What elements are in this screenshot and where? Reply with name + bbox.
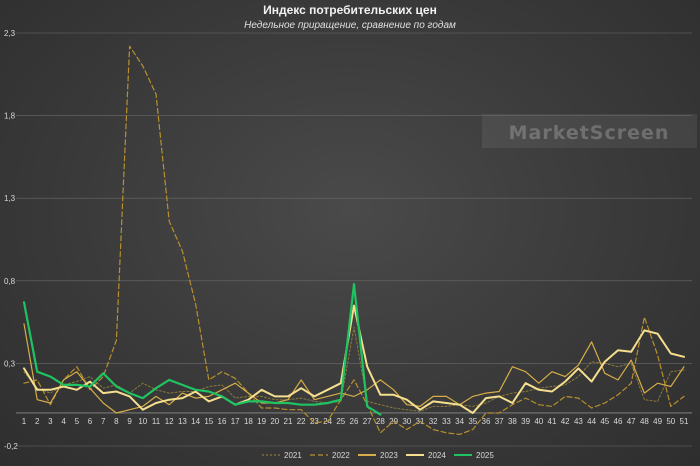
x-tick-label: 14 <box>191 417 200 426</box>
y-axis: -0,2 0,3 0,8 1,3 1,8 2,3 <box>4 29 18 451</box>
y-tick-label: 1,8 <box>4 112 16 121</box>
chart-subtitle: Недельное приращение, сравнение по годам <box>244 20 456 31</box>
x-tick-label: 22 <box>297 417 306 426</box>
y-tick-label: 0,3 <box>4 359 16 368</box>
x-tick-label: 13 <box>178 417 187 426</box>
series-line-2025 <box>22 283 382 416</box>
x-tick-label: 34 <box>455 417 464 426</box>
x-tick-label: 44 <box>587 417 596 426</box>
x-tick-label: 48 <box>640 417 649 426</box>
x-tick-label: 1 <box>22 417 27 426</box>
y-tick-label: 1,3 <box>4 194 16 203</box>
x-tick-label: 16 <box>218 417 227 426</box>
x-tick-label: 49 <box>653 417 662 426</box>
x-tick-label: 5 <box>75 417 80 426</box>
legend-label-2022: 2022 <box>332 451 350 460</box>
legend-label-2024: 2024 <box>428 451 446 460</box>
x-tick-label: 37 <box>495 417 504 426</box>
x-tick-label: 38 <box>508 417 517 426</box>
x-tick-label: 47 <box>627 417 636 426</box>
x-tick-label: 39 <box>521 417 530 426</box>
x-tick-label: 23 <box>310 417 319 426</box>
x-tick-label: 17 <box>231 417 240 426</box>
x-tick-label: 25 <box>336 417 345 426</box>
x-tick-label: 51 <box>680 417 689 426</box>
x-tick-label: 45 <box>600 417 609 426</box>
gridlines <box>16 32 692 447</box>
x-tick-label: 9 <box>127 417 132 426</box>
y-tick-label: -0,2 <box>4 442 18 451</box>
x-tick-label: 26 <box>350 417 359 426</box>
x-tick-label: 30 <box>402 417 411 426</box>
x-tick-label: 36 <box>482 417 491 426</box>
x-tick-label: 21 <box>284 417 293 426</box>
x-tick-label: 3 <box>48 417 53 426</box>
legend-label-2023: 2023 <box>380 451 398 460</box>
y-tick-label: 2,3 <box>4 29 16 38</box>
x-tick-label: 20 <box>270 417 279 426</box>
series-line-2022 <box>23 45 685 435</box>
watermark-box <box>482 114 697 148</box>
x-tick-label: 40 <box>534 417 543 426</box>
x-tick-label: 46 <box>614 417 623 426</box>
x-tick-label: 2 <box>35 417 40 426</box>
x-tick-label: 11 <box>152 417 161 426</box>
series-line-2021 <box>23 326 685 412</box>
legend-label-2025: 2025 <box>476 451 494 460</box>
x-tick-label: 27 <box>363 417 372 426</box>
x-tick-label: 35 <box>468 417 477 426</box>
chart-title: Индекс потребительских цен <box>263 3 437 17</box>
x-tick-label: 28 <box>376 417 385 426</box>
legend: 2021 2022 2023 2024 2025 <box>262 451 494 460</box>
x-tick-label: 42 <box>561 417 570 426</box>
x-tick-label: 4 <box>61 417 66 426</box>
x-tick-label: 32 <box>429 417 438 426</box>
x-tick-label: 7 <box>101 417 106 426</box>
x-tick-label: 41 <box>548 417 557 426</box>
series-line-2023 <box>23 323 685 414</box>
series-lines <box>22 45 685 435</box>
x-tick-label: 8 <box>114 417 119 426</box>
x-tick-label: 6 <box>88 417 93 426</box>
watermark: MarketScreen <box>482 114 697 148</box>
x-tick-label: 33 <box>442 417 451 426</box>
x-tick-label: 10 <box>138 417 147 426</box>
x-tick-label: 50 <box>666 417 675 426</box>
x-tick-label: 12 <box>165 417 174 426</box>
legend-label-2021: 2021 <box>284 451 302 460</box>
series-line-2024 <box>23 304 685 414</box>
watermark-text: MarketScreen <box>509 122 670 144</box>
x-tick-label: 15 <box>204 417 213 426</box>
x-tick-label: 43 <box>574 417 583 426</box>
x-tick-label: 19 <box>257 417 266 426</box>
y-tick-label: 0,8 <box>4 277 16 286</box>
x-tick-label: 18 <box>244 417 253 426</box>
x-axis: 1 2 3 4 5 6 7 8 9 10 11 12 13 14 15 16 17 18 19 20 21 22 23 24 2… <box>22 417 689 426</box>
